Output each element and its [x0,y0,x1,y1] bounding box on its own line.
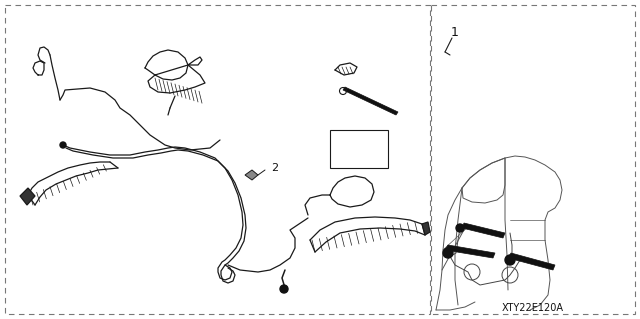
Text: XTY22E120A: XTY22E120A [502,303,564,313]
Polygon shape [445,245,495,258]
Polygon shape [462,223,505,238]
Polygon shape [20,188,35,205]
Text: 2: 2 [271,163,278,173]
Bar [431,5,635,314]
Text: 1: 1 [451,26,459,39]
Circle shape [280,285,288,293]
Polygon shape [508,253,555,270]
Polygon shape [422,222,430,235]
Circle shape [505,255,515,265]
Circle shape [60,142,66,148]
Circle shape [443,248,453,258]
Circle shape [456,224,464,232]
Bar [5,5,430,314]
Polygon shape [343,87,398,115]
Polygon shape [245,170,258,180]
Bar [330,130,388,168]
